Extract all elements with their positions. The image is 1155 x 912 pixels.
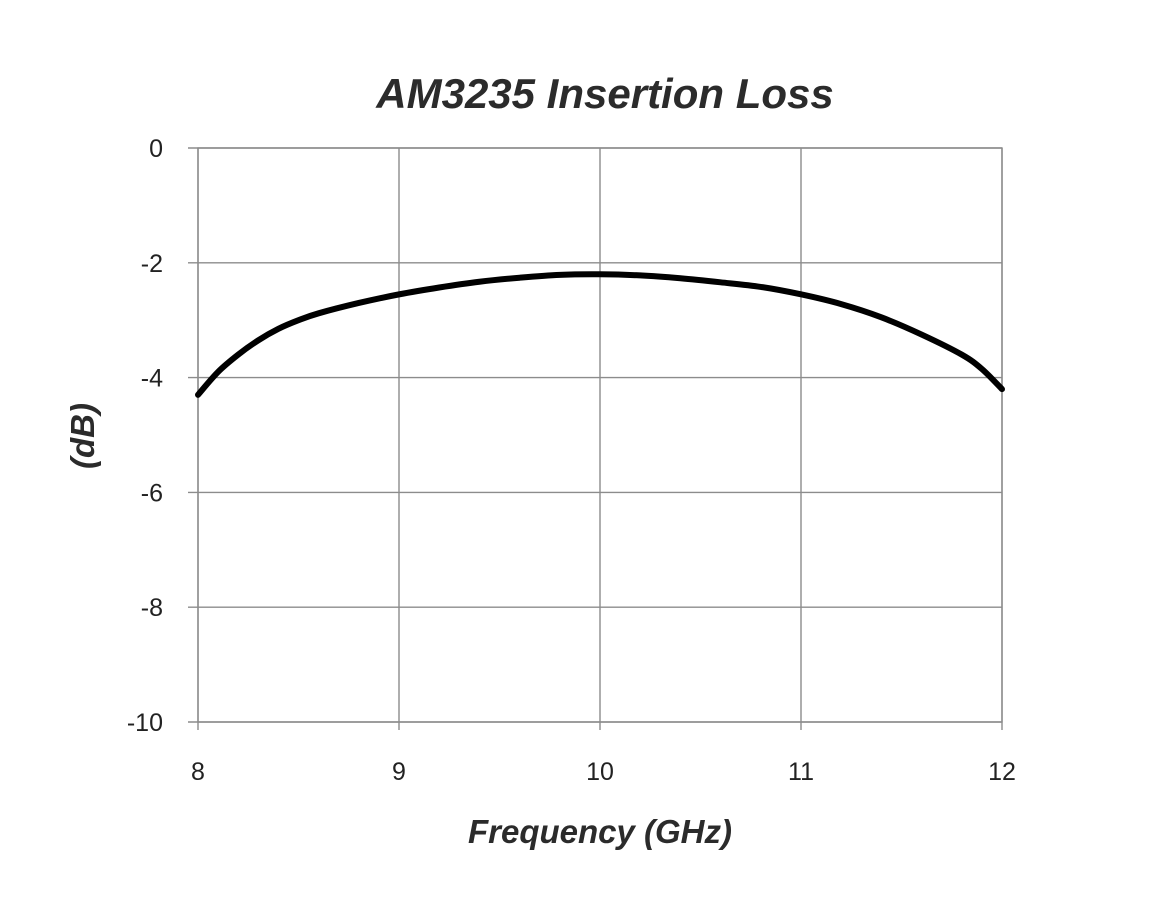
y-tick-label: -10 [127, 709, 163, 737]
chart-title: AM3235 Insertion Loss [375, 70, 833, 117]
y-tick-label: -2 [141, 250, 163, 278]
x-tick-label: 10 [586, 758, 614, 786]
y-tick-label: -8 [141, 594, 163, 622]
x-tick-label: 12 [988, 758, 1016, 786]
y-tick-labels: 0 -2 -4 -6 -8 -10 [127, 135, 163, 737]
y-tick-label: 0 [149, 135, 163, 163]
x-tick-label: 9 [392, 758, 406, 786]
y-tick-label: -6 [141, 479, 163, 507]
plot-frame [197, 147, 1003, 723]
series-layer [195, 271, 1005, 398]
x-tick-labels: 8 9 10 11 12 [191, 758, 1016, 786]
y-tick-label: -4 [141, 365, 163, 393]
x-tick-label: 8 [191, 758, 205, 786]
gridlines [188, 147, 1003, 730]
x-tick-label: 11 [788, 758, 814, 786]
x-axis-title: Frequency (GHz) [468, 813, 732, 850]
y-axis-title: (dB) [64, 403, 101, 469]
series-line-0 [195, 271, 1005, 398]
